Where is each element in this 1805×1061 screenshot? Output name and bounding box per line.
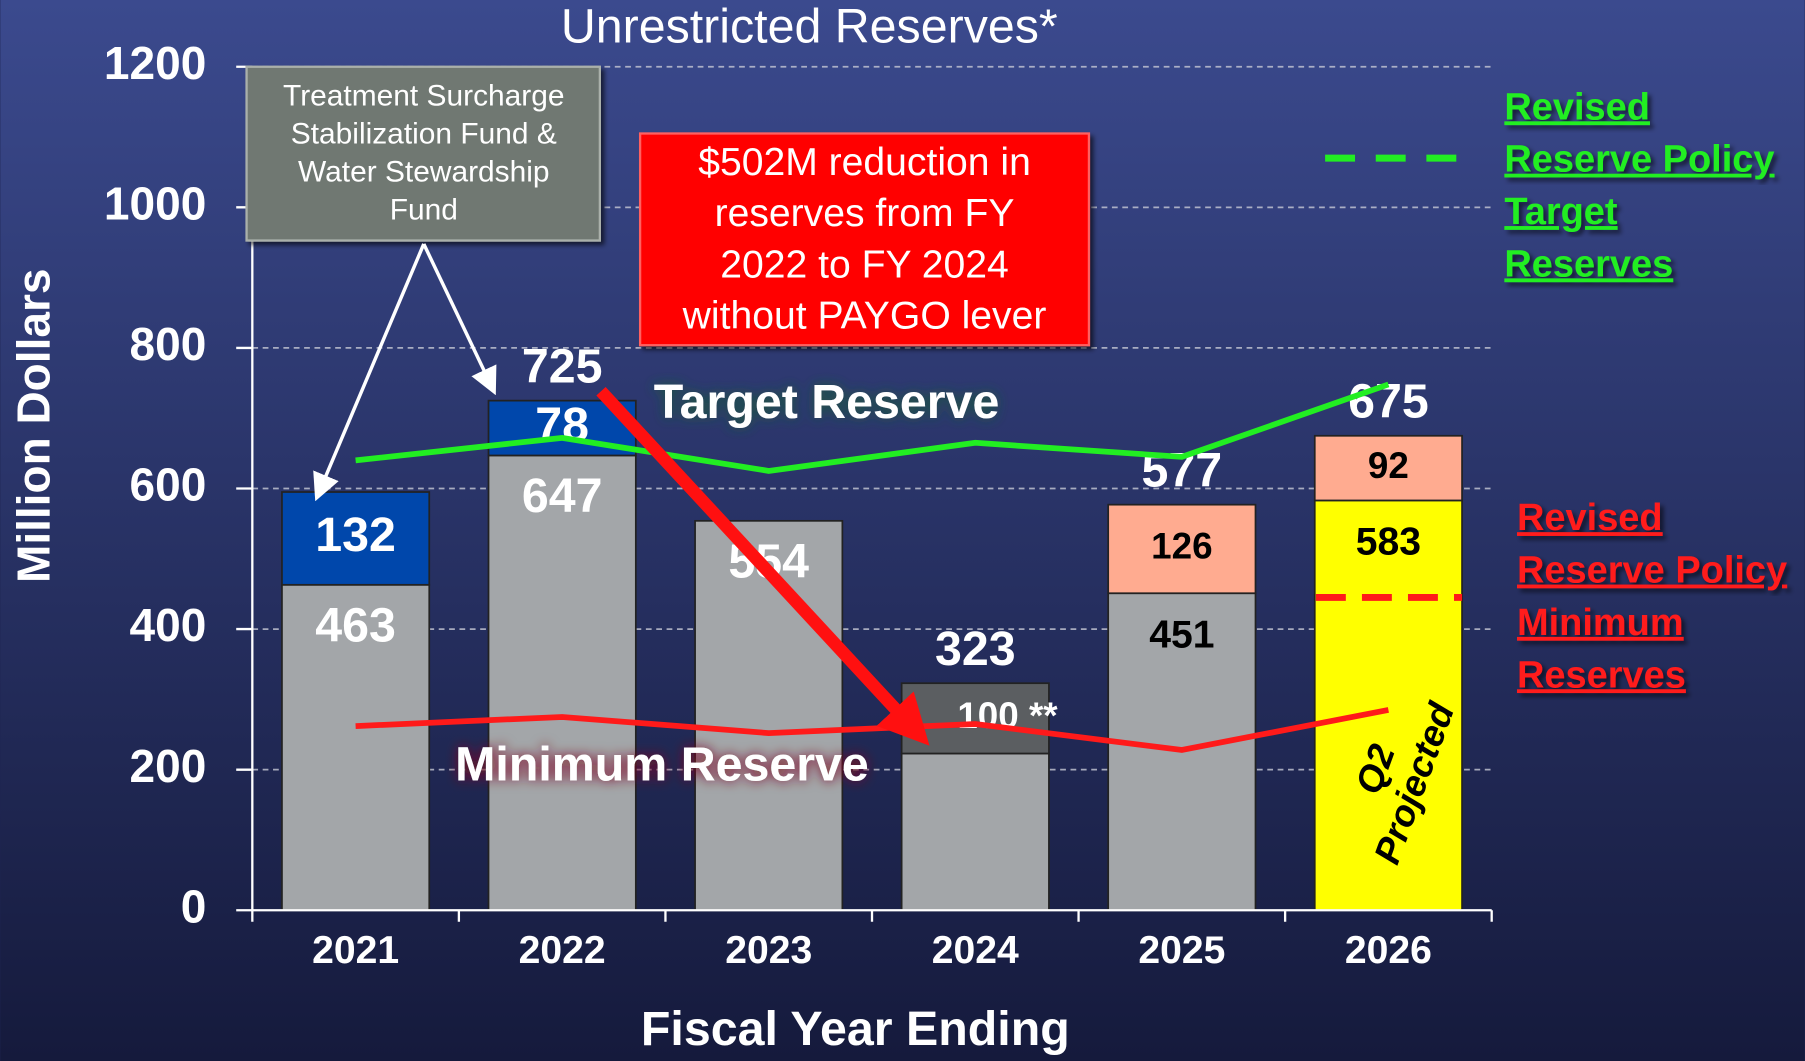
y-tick-label: 1200 [104, 37, 206, 89]
bar-value-label: 92 [1368, 445, 1409, 486]
x-tick-label: 2022 [519, 929, 606, 972]
y-tick-label: 0 [181, 880, 207, 932]
legend-target-text: Reserves [1504, 243, 1673, 285]
legend-minimum-text: Reserves [1517, 654, 1686, 696]
total-label: 675 [1348, 374, 1429, 428]
x-tick-label: 2021 [312, 929, 399, 972]
bar-segment [694, 519, 844, 912]
bar-segment [281, 491, 431, 586]
y-tick-label: 400 [130, 599, 207, 651]
bar-value-label: 132 [315, 508, 396, 562]
arrow-layer [596, 386, 930, 746]
legend-minimum-text: Minimum [1517, 602, 1684, 644]
arrow [422, 243, 497, 396]
x-tick-label: 2023 [725, 929, 812, 972]
line-label: Target Reserve [654, 375, 1000, 429]
line-label: Minimum Reserve [455, 737, 869, 791]
total-label: 323 [935, 622, 1016, 676]
reduction-note: reserves from FY [715, 192, 1015, 235]
bar-segment [900, 752, 1050, 912]
bar-value-label: 647 [522, 469, 603, 523]
y-tick-label: 600 [130, 459, 207, 511]
bar-segment [1313, 499, 1463, 912]
reduction-box [638, 132, 1091, 347]
reduction-arrow [596, 386, 930, 746]
x-tick-label: 2025 [1138, 929, 1225, 972]
bar-value-label: 583 [1356, 521, 1421, 564]
bar-value-label: 451 [1149, 613, 1214, 656]
fund-note: Fund [390, 194, 458, 227]
annotations: Treatment Surcharge Stabilization Fund & W… [245, 65, 1091, 502]
x-axis-label: Fiscal Year Ending [641, 1002, 1070, 1056]
reduction-note: without PAYGO lever [682, 295, 1047, 338]
bar-segment [1107, 503, 1257, 595]
legend-target-text: Revised [1504, 86, 1650, 128]
line-series [355, 381, 1390, 474]
legend-target-text: Target [1504, 191, 1618, 233]
bar-segment [487, 454, 637, 912]
legend-minimum-text: Reserve Policy [1517, 550, 1787, 592]
legend-minimum-text: Revised [1517, 497, 1663, 539]
bar-segment [1313, 434, 1463, 502]
arrow [313, 243, 426, 502]
y-tick-label: 800 [130, 318, 207, 370]
x-tick-label: 2026 [1345, 929, 1432, 972]
axes: 0 200 400 600 800 1000 1200 2021 2022 2023 2024 202… [104, 37, 1493, 972]
fund-note: Stabilization Fund & [291, 118, 557, 151]
bar-segment [281, 583, 431, 912]
legend-target-text: Reserve Policy [1504, 139, 1774, 181]
total-label: 577 [1142, 443, 1223, 497]
bar-value-label: 463 [315, 598, 396, 652]
total-label: 725 [522, 339, 603, 393]
y-tick-label: 200 [130, 740, 207, 792]
lines: Target Reserve Minimum Reserve [355, 154, 1463, 791]
line-series [355, 707, 1389, 753]
fund-note: Water Stewardship [298, 156, 550, 189]
reduction-note: $502M reduction in [698, 141, 1031, 184]
fund-box [245, 65, 602, 242]
reduction-note: 2022 to FY 2024 [720, 243, 1009, 286]
legend: Revised Reserve Policy Target Reserves Revis… [1504, 86, 1787, 696]
fund-note: Treatment Surcharge [283, 80, 564, 113]
y-axis-label: Million Dollars [7, 269, 59, 583]
x-tick-label: 2024 [932, 929, 1019, 972]
bar-value-label: 126 [1151, 526, 1212, 567]
y-tick-label: 1000 [104, 177, 206, 229]
chart-title: Unrestricted Reserves* [561, 0, 1058, 54]
